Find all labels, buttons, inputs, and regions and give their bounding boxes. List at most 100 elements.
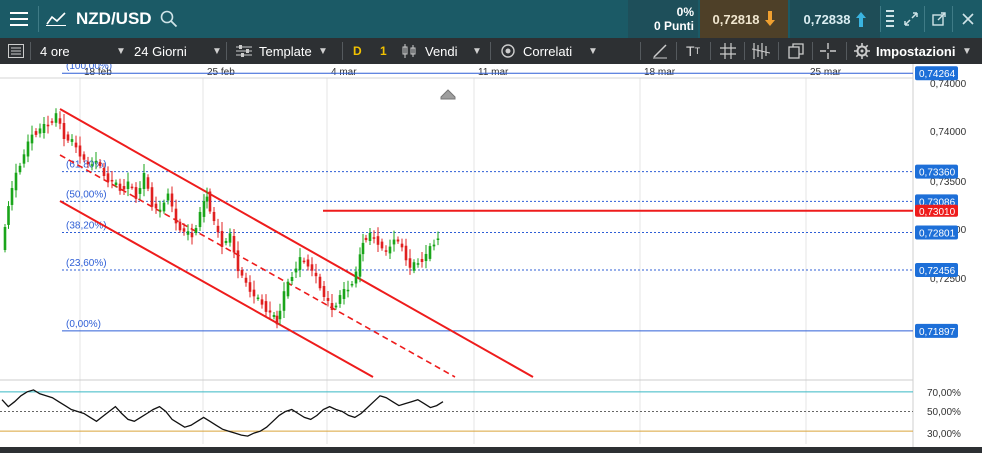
candle-body <box>372 237 376 239</box>
candle-body <box>298 257 302 270</box>
candle-body <box>314 272 318 277</box>
crosshair-icon[interactable] <box>820 38 836 64</box>
settings-caret-icon[interactable]: ▼ <box>962 45 972 57</box>
candle-body <box>342 289 346 299</box>
candle-body <box>194 227 198 234</box>
candle-body <box>170 193 174 207</box>
timeframe-select[interactable]: 4 ore <box>40 38 70 64</box>
candle-body <box>98 162 102 166</box>
candle-body <box>346 289 350 292</box>
candle-body <box>130 186 134 189</box>
chart-type-icon[interactable] <box>40 0 72 38</box>
y-tick-label: 0,74000 <box>930 127 967 138</box>
candle-body <box>182 228 186 232</box>
channel-lower-line <box>59 200 374 378</box>
candles-icon <box>402 44 416 58</box>
related-caret-icon[interactable]: ▼ <box>588 45 598 57</box>
fib-price-badge <box>915 225 958 240</box>
candle-body <box>90 164 94 166</box>
candle-body <box>412 262 416 271</box>
copy-icon[interactable] <box>788 38 804 64</box>
menu-icon[interactable] <box>0 0 38 38</box>
oscillator-tick-label: 50,00% <box>927 407 961 418</box>
grid-icon[interactable] <box>720 38 736 64</box>
fib-price-badge <box>915 164 958 179</box>
template-button[interactable]: Template <box>236 38 312 64</box>
candle-body <box>186 231 190 235</box>
range-select[interactable]: 24 Giorni <box>134 38 187 64</box>
candle-body <box>330 303 334 310</box>
candle-body <box>376 236 380 245</box>
candle-body <box>326 298 330 301</box>
range-caret-icon[interactable]: ▼ <box>212 45 222 57</box>
candle-body <box>54 113 58 123</box>
draw-line-icon[interactable] <box>652 38 668 64</box>
sell-button[interactable]: Vendi <box>402 38 458 64</box>
sell-label: Vendi <box>425 43 458 59</box>
fibonacci-icon[interactable] <box>752 38 770 64</box>
popout-icon[interactable] <box>926 0 952 38</box>
d-marker[interactable]: D <box>353 44 362 58</box>
candle-body <box>350 283 354 286</box>
candle-body <box>268 310 272 313</box>
settings-button[interactable]: Impostazioni <box>854 38 955 64</box>
candle-body <box>400 243 404 248</box>
one-marker[interactable]: 1 <box>380 44 387 58</box>
candle-body <box>282 291 286 311</box>
sell-caret-icon[interactable]: ▼ <box>472 45 482 57</box>
candle-body <box>166 193 170 201</box>
drag-handle-icon[interactable] <box>882 0 898 38</box>
candle-body <box>126 181 130 189</box>
fib-level-label: (23,60%) <box>66 258 107 269</box>
candle-body <box>220 231 224 247</box>
fib-level-label: (0,00%) <box>66 319 101 330</box>
x-tick-label: 18 feb <box>84 67 112 78</box>
sell-price-button[interactable]: 0,72818 <box>700 0 788 38</box>
candle-body <box>286 281 290 297</box>
template-caret-icon[interactable]: ▼ <box>318 45 328 57</box>
candle-body <box>190 232 194 238</box>
scroll-marker-icon <box>440 89 456 100</box>
related-button[interactable]: Correlati <box>500 38 572 64</box>
candle-body <box>198 211 202 228</box>
candle-body <box>338 295 342 304</box>
x-tick-label: 4 mar <box>331 67 357 78</box>
bottom-bar <box>0 447 982 453</box>
candle-body <box>70 139 74 142</box>
chart-toolbar: 4 ore ▼ 24 Giorni ▼ Template ▼ D 1 Vendi… <box>0 38 982 64</box>
instrument-header: NZD/USD 0% 0 Punti 0,72818 0,72838 <box>0 0 982 38</box>
candle-body <box>158 209 162 212</box>
candle-body <box>322 286 326 297</box>
layers-icon[interactable] <box>8 38 24 64</box>
related-label: Correlati <box>523 43 573 59</box>
candle-body <box>122 186 126 190</box>
y-tick-label: 0,72500 <box>930 274 967 285</box>
candle-body <box>302 260 306 263</box>
candle-body <box>368 233 372 241</box>
candle-body <box>334 305 338 308</box>
search-icon[interactable] <box>156 0 182 38</box>
instrument-symbol[interactable]: NZD/USD <box>76 9 152 28</box>
candle-body <box>318 276 322 289</box>
candle-body <box>275 315 279 325</box>
candle-body <box>306 259 310 267</box>
timeframe-value: 4 ore <box>40 43 70 59</box>
oscillator-tick-label: 70,00% <box>927 388 961 399</box>
current-price-badge <box>915 204 958 217</box>
candle-body <box>272 315 276 317</box>
candle-body <box>205 196 209 202</box>
candle-body <box>248 282 252 292</box>
close-icon[interactable] <box>954 0 982 38</box>
channel-upper-line <box>59 108 534 378</box>
fib-price-badge <box>915 66 958 81</box>
buy-price-button[interactable]: 0,72838 <box>790 0 880 38</box>
timeframe-caret-icon[interactable]: ▼ <box>116 45 126 57</box>
fib-price-badge-text: 0,71897 <box>919 327 956 338</box>
expand-icon[interactable] <box>898 0 924 38</box>
candle-body <box>34 131 38 135</box>
price-chart[interactable]: 18 feb 25 feb 4 mar 11 mar 18 mar 25 mar 0,740… <box>0 64 982 453</box>
candle-body <box>74 142 78 148</box>
candle-body <box>224 240 228 244</box>
x-tick-label: 18 mar <box>644 67 676 78</box>
